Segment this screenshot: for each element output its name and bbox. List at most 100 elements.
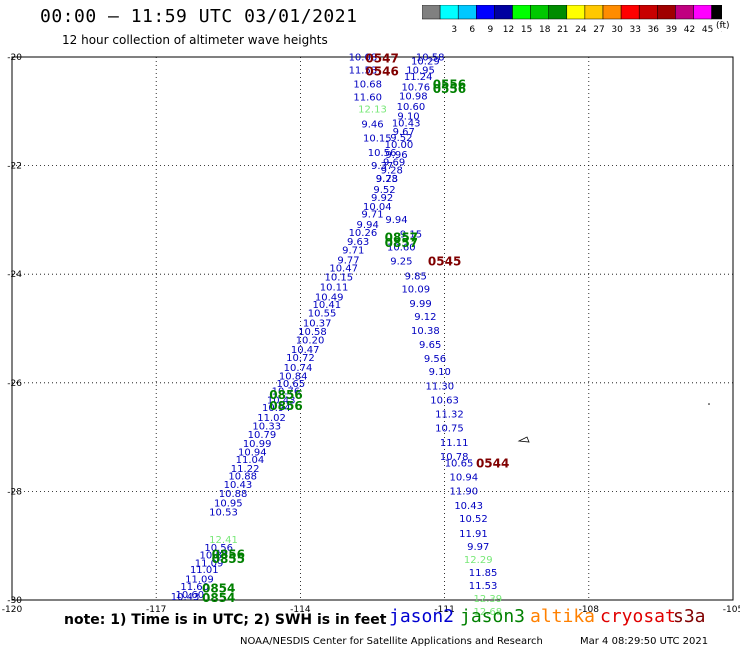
colorbar-tick-label: 15 — [521, 25, 532, 35]
track-east-value: 10.58 — [416, 52, 445, 63]
track-east-value: 10.95 — [406, 65, 435, 76]
track-south-value: 10.08 — [349, 52, 378, 63]
track-east-value: 10.79 — [248, 430, 277, 441]
colorbar-tick-label: 9 — [488, 25, 494, 35]
track-south-value: 11.91 — [459, 529, 488, 540]
colorbar-swatch — [711, 5, 722, 20]
track-east-value: 10.72 — [286, 353, 315, 364]
track-east-value: 10.88 — [219, 489, 248, 500]
track-east-value: 10.41 — [313, 300, 342, 311]
track-east-value: 10.60 — [397, 102, 426, 113]
track-south-value: 10.38 — [411, 326, 440, 337]
track-south-value: 12.13 — [358, 104, 387, 115]
track-east-value: 10.94 — [262, 403, 291, 414]
track-west-value: 10.43 — [171, 592, 200, 603]
track-east-value: 11.02 — [257, 413, 286, 424]
legend-s3a: s3a — [673, 606, 706, 627]
track-west-value: 10.56 — [204, 543, 233, 554]
track-east-value: 11.22 — [231, 464, 260, 475]
lon-tick-label: -114 — [290, 605, 311, 615]
track-east-value: 9.52 — [390, 133, 412, 144]
track-east-value: 10.43 — [392, 119, 421, 130]
track-south-value: 11.85 — [469, 568, 498, 579]
lon-tick-label: -120 — [2, 605, 23, 615]
track-west-value: 12.41 — [209, 535, 238, 546]
track-east-value: 10.11 — [320, 282, 349, 293]
pass-time-label: 0556 — [433, 82, 466, 96]
lon-tick-label: -117 — [146, 605, 166, 615]
note-text: note: 1) Time is in UTC; 2) SWH is in fe… — [64, 612, 387, 628]
legend-jason2: jason2 — [389, 606, 455, 627]
track-east-value: 11.24 — [404, 72, 433, 83]
track-south-value: 9.85 — [405, 272, 427, 283]
pass-time-label: 0856 — [212, 548, 245, 562]
colorbar: 36912151821242730333639424570 — [422, 5, 722, 35]
legend-jason3: jason3 — [460, 606, 526, 627]
track-east-value: 10.58 — [298, 327, 327, 338]
track-west-value: 10.60 — [176, 590, 205, 601]
track-east-value: 10.49 — [315, 292, 344, 303]
track-east-value: 9.71 — [342, 246, 364, 257]
colorbar-tick-label: 39 — [666, 25, 678, 35]
track-east-value: 9.69 — [383, 158, 405, 169]
track-south-value: 10.56 — [368, 148, 397, 159]
track-west-value: 11.60 — [180, 582, 209, 593]
pass-time-label: 0854 — [202, 591, 235, 605]
track-east-value: 9.94 — [357, 220, 379, 231]
track-east-value: 10.65 — [276, 379, 305, 390]
pass-time-label: 0544 — [476, 457, 509, 471]
track-east-value: 10.47 — [329, 263, 358, 274]
legend-altika: altika — [530, 606, 596, 627]
track-south-value: 11.30 — [425, 381, 454, 392]
track-east-value: 9.77 — [337, 255, 359, 266]
track-east-value: 9.67 — [393, 127, 415, 138]
track-south-value: 9.56 — [424, 354, 446, 365]
pass-time-label: 0857 — [385, 231, 418, 245]
island-outline — [517, 436, 530, 443]
track-east-value: 11.04 — [236, 455, 265, 466]
track-east-value: 10.26 — [349, 228, 378, 239]
track-east-value: 9.63 — [347, 237, 369, 248]
track-east-value: 9.23 — [376, 174, 398, 185]
map-subtitle: 12 hour collection of altimeter wave hei… — [62, 33, 328, 47]
lat-tick-label: -30 — [7, 596, 22, 606]
track-south-value: 9.99 — [409, 299, 431, 310]
track-east-value: 10.84 — [279, 372, 308, 383]
track-east-value: 10.98 — [399, 91, 428, 102]
track-east-value: 9.10 — [397, 111, 419, 122]
colorbar-tick-label: 24 — [575, 25, 587, 35]
track-south-value: 10.43 — [454, 501, 483, 512]
track-east-value: 10.15 — [325, 273, 354, 284]
track-south-value: 12.68 — [474, 607, 503, 618]
island-dot — [708, 403, 710, 405]
track-east-value: 10.99 — [243, 439, 272, 450]
track-east-value: 9.96 — [385, 150, 407, 161]
track-south-value: 11.11 — [440, 438, 469, 449]
track-west-value: 11.09 — [195, 558, 224, 569]
track-south-value: 9.46 — [361, 120, 383, 131]
colorbar-tick-label: 70 — [720, 25, 722, 35]
pass-time-label: 0855 — [212, 552, 245, 566]
track-south-value: 11.32 — [435, 410, 464, 421]
legend-cryosat: cryosat — [600, 606, 676, 627]
track-west-value: 10.83 — [200, 551, 229, 562]
track-south-value: 9.65 — [419, 340, 441, 351]
track-south-value: 10.75 — [435, 424, 464, 435]
track-south-value: 9.10 — [429, 367, 451, 378]
track-east-value: 9.92 — [371, 193, 393, 204]
track-east-value: 10.29 — [411, 57, 440, 68]
colorbar-tick-label: 6 — [469, 25, 475, 35]
pass-time-label: 0547 — [365, 51, 398, 65]
pass-time-label: 0856 — [269, 388, 302, 402]
track-south-value: 9.97 — [467, 542, 489, 553]
generated-timestamp: Mar 4 08:29:50 UTC 2021 — [580, 636, 709, 647]
track-east-value: 10.43 — [224, 480, 253, 491]
colorbar-tick-label: 12 — [503, 25, 514, 35]
track-south-value: 11.60 — [353, 92, 382, 103]
colorbar-tick-label: 33 — [629, 25, 640, 35]
lat-tick-label: -28 — [7, 487, 22, 497]
colorbar-tick-label: 21 — [557, 25, 568, 35]
track-east-value: 10.95 — [214, 499, 243, 510]
pass-time-label: 0556 — [433, 77, 466, 91]
